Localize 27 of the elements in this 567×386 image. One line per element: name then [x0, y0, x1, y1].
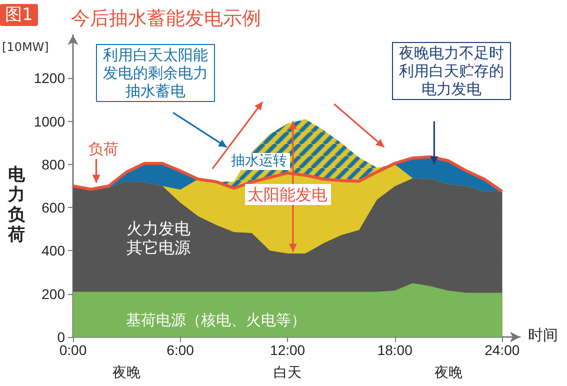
x-axis-title: 时间	[528, 326, 558, 344]
y-axis-title: 电力负荷	[8, 165, 25, 245]
series-label: 太阳能发电	[244, 184, 331, 206]
text: 夜晚	[112, 365, 141, 382]
series-label: 抽水运转	[228, 153, 290, 170]
text: 白天	[274, 365, 302, 382]
caption: 图1	[0, 4, 38, 26]
x-tick-label: 12:00	[270, 342, 306, 358]
annotation: 夜晚电力不足时利用白天贮存的电力发电	[392, 42, 511, 100]
y-tick-label: 400	[42, 242, 66, 259]
x-tick-label: 6:00	[166, 342, 194, 358]
x-tick-label: 0:00	[59, 342, 87, 358]
x-tick-label: 18:00	[377, 342, 413, 358]
series-label: 负荷	[85, 139, 122, 160]
x-tick-label: 24:00	[484, 342, 520, 358]
series-label: 基荷电源（核电、火电等）	[126, 310, 306, 329]
text: 夜晚	[434, 365, 462, 382]
annotation: 利用白天太阳能发电的剩余电力抽水蓄电	[96, 44, 215, 102]
text: [10MW]	[2, 40, 49, 54]
series-label: 火力发电其它电源	[126, 218, 191, 258]
y-tick-label: 200	[42, 286, 66, 302]
y-tick-label: 800	[42, 156, 66, 172]
y-tick-label: 1000	[34, 113, 66, 130]
y-tick-label: 600	[42, 200, 66, 216]
y-tick-label: 1200	[34, 70, 66, 86]
y-tick-label: 0	[57, 329, 66, 345]
chart-title: 今后抽水蓄能发电示例	[71, 8, 261, 30]
